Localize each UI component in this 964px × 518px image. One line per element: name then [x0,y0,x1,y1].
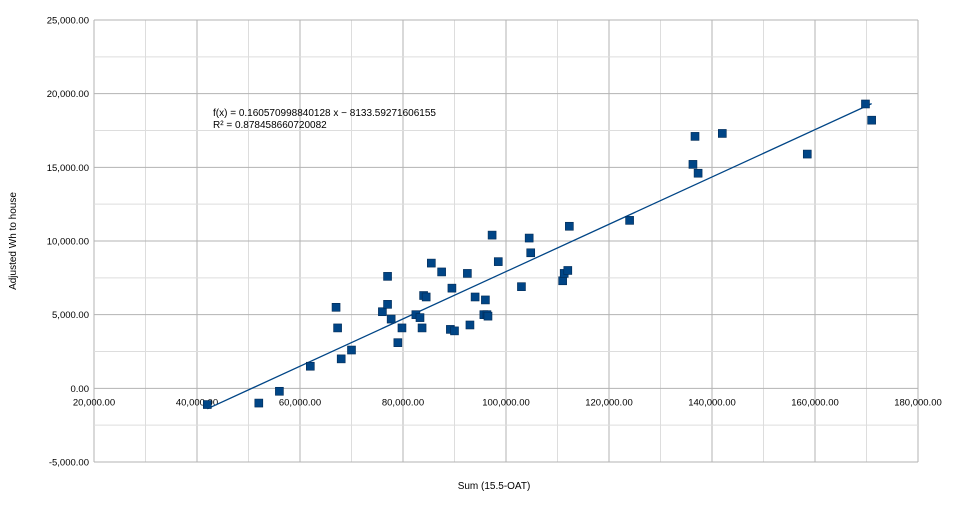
x-axis-title: Sum (15.5-OAT) [458,481,531,492]
data-point [417,323,427,333]
data-point [690,132,700,141]
data-point [397,323,407,333]
data-point [383,272,392,281]
data-point [254,398,264,408]
y-tick-label: 0.00 [71,384,90,395]
trendline-equation: f(x) = 0.160570998840128 x − 8133.592716… [213,108,436,119]
data-point [517,282,526,291]
x-tick-label: 40,000.00 [176,397,218,408]
data-point [378,307,387,317]
x-tick-label: 180,000.00 [894,397,942,408]
grid-lines [93,19,919,463]
y-tick-label: 10,000.00 [47,237,89,248]
data-point [558,276,567,286]
data-point [483,311,493,321]
data-point [427,258,436,268]
y-tick-label: -5,000.00 [49,458,89,469]
data-point [563,266,573,275]
data-point [383,300,392,309]
data-point [386,314,396,324]
data-point [393,338,403,347]
data-point [867,115,876,125]
data-point [470,292,480,302]
x-tick-label: 80,000.00 [382,397,424,408]
data-points [203,99,876,409]
data-point [331,302,341,312]
data-point [203,400,212,409]
data-point [275,386,284,396]
data-point [347,345,356,355]
trendline-group [207,103,872,410]
data-point [437,267,446,277]
x-tick-label: 120,000.00 [585,397,633,408]
data-point [415,313,425,322]
data-point [421,292,431,302]
data-point [802,149,812,159]
data-point [450,326,459,336]
data-point [688,160,698,169]
data-point [693,168,703,178]
data-point [487,230,497,240]
r-squared-label: R² = 0.878458660720082 [213,120,327,131]
x-tick-label: 100,000.00 [482,397,530,408]
data-point [861,99,870,109]
x-tick-label: 20,000.00 [73,397,115,408]
y-axis-ticks: -5,000.00 0.00 5,000.00 10,000.00 15,000.00 2… [47,16,89,469]
data-point [565,221,574,231]
data-point [481,295,490,305]
data-point [524,233,534,243]
data-point [526,248,536,258]
x-tick-label: 140,000.00 [688,397,736,408]
y-axis-title: Adjusted Wh to house [8,192,19,290]
x-tick-label: 160,000.00 [791,397,839,408]
y-tick-label: 15,000.00 [47,163,89,174]
trendline [207,103,872,410]
x-axis-ticks: 20,000.00 40,000.00 60,000.00 80,000.00 100,… [73,397,942,408]
y-tick-label: 20,000.00 [47,89,89,100]
data-point [625,216,634,225]
data-point [333,323,342,333]
data-point [717,129,727,138]
x-tick-label: 60,000.00 [279,397,321,408]
data-point [463,269,472,278]
data-point [336,354,346,364]
y-tick-label: 5,000.00 [52,310,89,321]
y-tick-label: 25,000.00 [47,16,89,27]
data-point [465,320,475,330]
data-point [305,361,315,371]
data-point [493,257,503,266]
data-point [447,283,457,293]
